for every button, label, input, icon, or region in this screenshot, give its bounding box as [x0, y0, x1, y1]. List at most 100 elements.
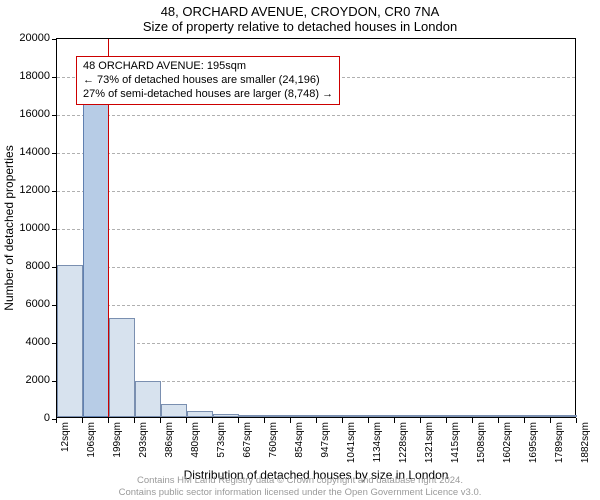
x-tick-label: 854sqm [294, 422, 305, 458]
y-tick-mark [52, 39, 57, 40]
histogram-bar [473, 415, 498, 417]
page-title-address: 48, ORCHARD AVENUE, CROYDON, CR0 7NA [0, 0, 600, 19]
x-tick-label: 1134sqm [372, 422, 383, 462]
x-tick-label: 1695sqm [528, 422, 539, 463]
footer-line-2: Contains public sector information licen… [0, 487, 600, 498]
y-tick-label: 6000 [4, 298, 50, 310]
x-tick-mark [82, 418, 83, 423]
y-tick-mark [52, 77, 57, 78]
y-tick-label: 12000 [4, 184, 50, 196]
x-tick-mark [108, 418, 109, 423]
gridline [57, 267, 575, 268]
x-tick-label: 1508sqm [476, 422, 487, 463]
gridline [57, 305, 575, 306]
x-tick-mark [186, 418, 187, 423]
y-tick-label: 20000 [4, 32, 50, 44]
y-tick-label: 16000 [4, 108, 50, 120]
gridline [57, 115, 575, 116]
x-tick-mark [160, 418, 161, 423]
histogram-bar [369, 415, 394, 417]
histogram-bar [499, 415, 524, 417]
x-tick-label: 760sqm [268, 422, 279, 458]
x-tick-mark [212, 418, 213, 423]
histogram-bar [551, 415, 576, 417]
x-tick-label: 12sqm [60, 422, 71, 452]
annotation-box: 48 ORCHARD AVENUE: 195sqm← 73% of detach… [76, 56, 340, 105]
x-tick-mark [524, 418, 525, 423]
x-tick-label: 199sqm [112, 422, 123, 458]
histogram-bar [161, 404, 186, 417]
histogram-bar [57, 265, 82, 417]
x-tick-mark [420, 418, 421, 423]
y-tick-mark [52, 305, 57, 306]
y-tick-mark [52, 229, 57, 230]
y-tick-label: 14000 [4, 146, 50, 158]
x-tick-mark [394, 418, 395, 423]
x-tick-mark [472, 418, 473, 423]
annotation-line: ← 73% of detached houses are smaller (24… [83, 74, 333, 88]
histogram-bar [265, 415, 290, 417]
x-tick-mark [342, 418, 343, 423]
x-tick-label: 1415sqm [450, 422, 461, 463]
attribution-footer: Contains HM Land Registry data © Crown c… [0, 475, 600, 498]
x-tick-label: 1321sqm [424, 422, 435, 463]
y-tick-label: 2000 [4, 374, 50, 386]
gridline [57, 191, 575, 192]
histogram-bar [109, 318, 134, 417]
histogram-bar [83, 104, 108, 418]
x-tick-mark [56, 418, 57, 423]
x-tick-label: 1041sqm [346, 422, 357, 463]
x-tick-label: 386sqm [164, 422, 175, 458]
histogram-bar [447, 415, 472, 417]
gridline [57, 229, 575, 230]
x-tick-mark [264, 418, 265, 423]
histogram-bar [317, 415, 342, 417]
x-tick-mark [316, 418, 317, 423]
x-tick-label: 106sqm [86, 422, 97, 458]
x-tick-label: 1789sqm [554, 422, 565, 463]
histogram-bar [525, 415, 550, 417]
x-tick-mark [134, 418, 135, 423]
x-tick-label: 1602sqm [502, 422, 513, 463]
histogram-bar [239, 415, 264, 417]
histogram-bar [135, 381, 160, 417]
x-tick-label: 573sqm [216, 422, 227, 458]
x-tick-mark [368, 418, 369, 423]
y-tick-mark [52, 191, 57, 192]
y-tick-label: 10000 [4, 222, 50, 234]
y-tick-mark [52, 343, 57, 344]
histogram-bar [291, 415, 316, 417]
x-tick-label: 667sqm [242, 422, 253, 458]
y-tick-mark [52, 153, 57, 154]
x-tick-label: 293sqm [138, 422, 149, 458]
plot-area: 48 ORCHARD AVENUE: 195sqm← 73% of detach… [56, 38, 576, 418]
x-tick-label: 1228sqm [398, 422, 409, 463]
histogram-bar [395, 415, 420, 417]
page-subtitle: Size of property relative to detached ho… [0, 19, 600, 36]
x-tick-mark [290, 418, 291, 423]
annotation-line: 48 ORCHARD AVENUE: 195sqm [83, 60, 333, 74]
annotation-line: 27% of semi-detached houses are larger (… [83, 88, 333, 102]
y-tick-label: 4000 [4, 336, 50, 348]
footer-line-1: Contains HM Land Registry data © Crown c… [0, 475, 600, 486]
x-tick-mark [238, 418, 239, 423]
x-tick-label: 1882sqm [580, 422, 591, 463]
y-tick-mark [52, 381, 57, 382]
gridline [57, 153, 575, 154]
y-tick-mark [52, 267, 57, 268]
y-tick-label: 18000 [4, 70, 50, 82]
histogram-bar [421, 415, 446, 417]
x-tick-mark [446, 418, 447, 423]
y-tick-label: 8000 [4, 260, 50, 272]
y-tick-mark [52, 115, 57, 116]
x-tick-label: 947sqm [320, 422, 331, 458]
histogram-bar [187, 411, 212, 417]
x-tick-mark [550, 418, 551, 423]
x-tick-mark [576, 418, 577, 423]
x-tick-mark [498, 418, 499, 423]
histogram-chart: Number of detached properties 48 ORCHARD… [56, 38, 576, 418]
x-tick-label: 480sqm [190, 422, 201, 458]
y-tick-label: 0 [4, 412, 50, 424]
histogram-bar [343, 415, 368, 417]
histogram-bar [213, 414, 238, 417]
